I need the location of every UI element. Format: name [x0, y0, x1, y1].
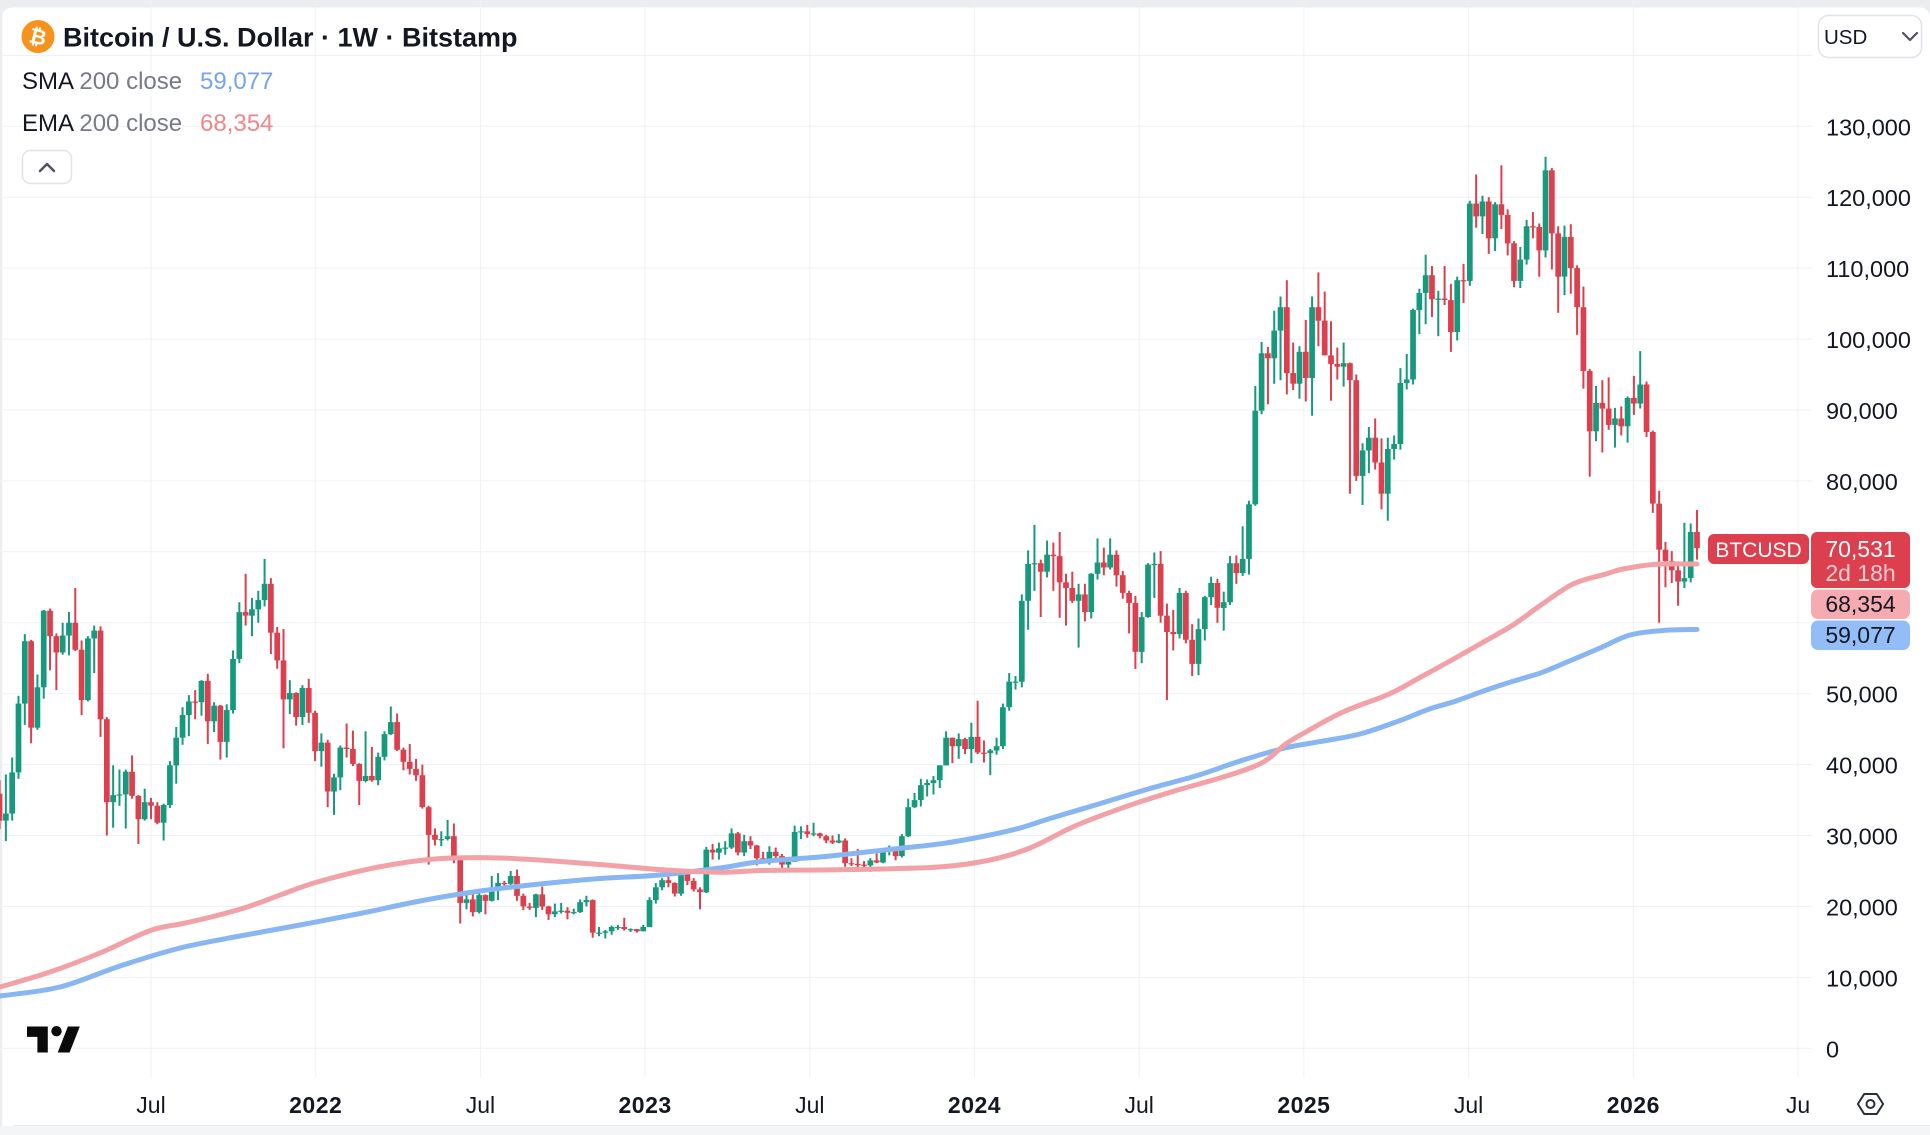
svg-text:10,000: 10,000: [1826, 965, 1898, 991]
svg-text:80,000: 80,000: [1826, 469, 1898, 495]
svg-text:Ju: Ju: [1786, 1092, 1810, 1118]
svg-text:59,077: 59,077: [1825, 622, 1895, 648]
svg-text:Jul: Jul: [136, 1092, 165, 1118]
svg-text:Bitcoin / U.S. Dollar · 1W · B: Bitcoin / U.S. Dollar · 1W · Bitstamp: [63, 23, 518, 53]
svg-text:70,531: 70,531: [1825, 536, 1895, 562]
svg-text:Jul: Jul: [1124, 1092, 1153, 1118]
svg-text:2025: 2025: [1277, 1092, 1330, 1118]
svg-text:Jul: Jul: [795, 1092, 824, 1118]
svg-text:Jul: Jul: [466, 1092, 495, 1118]
svg-text:20,000: 20,000: [1826, 895, 1898, 921]
svg-text:50,000: 50,000: [1826, 682, 1898, 708]
svg-text:40,000: 40,000: [1826, 753, 1898, 779]
svg-text:2023: 2023: [619, 1092, 672, 1118]
svg-text:30,000: 30,000: [1826, 824, 1898, 850]
svg-text:USD: USD: [1824, 26, 1867, 49]
svg-text:110,000: 110,000: [1826, 256, 1909, 282]
svg-text:68,354: 68,354: [200, 110, 273, 137]
svg-text:2026: 2026: [1607, 1092, 1660, 1118]
svg-text:Jul: Jul: [1454, 1092, 1483, 1118]
svg-text:100,000: 100,000: [1826, 327, 1911, 353]
svg-text:2024: 2024: [948, 1092, 1001, 1118]
svg-text:SMA 200 close: SMA 200 close: [22, 68, 182, 95]
svg-text:2022: 2022: [289, 1092, 342, 1118]
svg-text:2d 18h: 2d 18h: [1825, 560, 1895, 586]
svg-text:120,000: 120,000: [1826, 185, 1911, 211]
svg-text:₿: ₿: [27, 24, 49, 50]
svg-text:EMA 200 close: EMA 200 close: [22, 110, 182, 137]
svg-text:68,354: 68,354: [1825, 591, 1896, 617]
svg-text:0: 0: [1826, 1036, 1839, 1062]
svg-text:130,000: 130,000: [1826, 114, 1911, 140]
svg-text:90,000: 90,000: [1826, 398, 1898, 424]
svg-text:59,077: 59,077: [200, 68, 273, 95]
svg-text:BTCUSD: BTCUSD: [1715, 539, 1801, 562]
